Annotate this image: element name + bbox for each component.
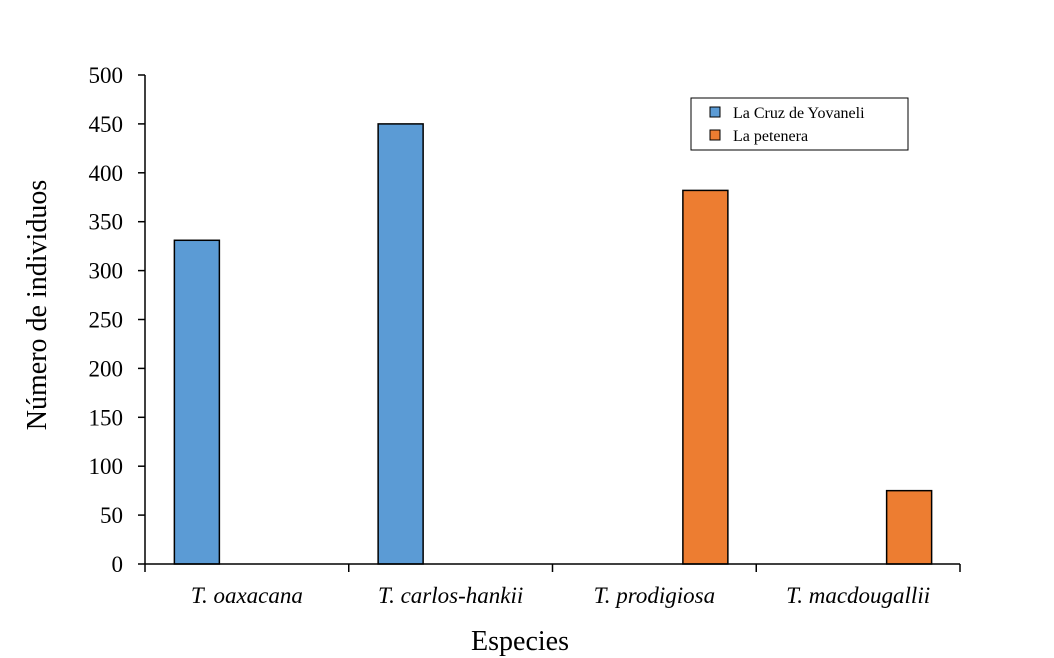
y-tick-label-400: 400 [89,161,124,186]
legend-swatch-la-cruz-de-yovaneli [709,106,721,118]
legend: La Cruz de Yovaneli La petenera [690,97,909,151]
axes-layer [138,74,961,572]
bar-la-cruz-de-yovaneli-t-carlos-hankii [377,123,424,565]
x-tick-label-t-macdougallii: T. macdougallii [786,583,930,608]
y-tick-label-300: 300 [89,259,124,284]
legend-label-la-cruz-de-yovaneli: La Cruz de Yovaneli [733,105,865,122]
x-axis-title: Especies [471,626,569,657]
legend-box [690,97,909,151]
legend-swatch-la-petenera [709,129,721,141]
y-tick-label-0: 0 [112,552,124,577]
y-tick-label-200: 200 [89,356,124,381]
y-tick-label-50: 50 [100,503,123,528]
bar-la-petenera-t-prodigiosa [682,189,729,565]
y-axis-title: Número de individuos [22,180,53,430]
x-tick-label-t-carlos-hankii: T. carlos-hankii [378,583,523,608]
bars-layer [173,123,933,565]
labels-layer: T. oaxacana T. carlos-hankii T. prodigiosa… [89,63,931,608]
legend-label-la-petenera: La petenera [733,128,808,145]
y-tick-label-250: 250 [89,308,124,333]
y-tick-label-350: 350 [89,210,124,235]
x-tick-label-t-oaxacana: T. oaxacana [191,583,303,608]
y-tick-label-100: 100 [89,454,124,479]
y-tick-label-150: 150 [89,405,124,430]
y-tick-label-500: 500 [89,63,124,88]
y-tick-label-450: 450 [89,112,124,137]
x-tick-label-t-prodigiosa: T. prodigiosa [594,583,715,608]
bar-la-petenera-t-macdougallii [885,489,933,565]
bar-la-cruz-de-yovaneli-t-oaxacana [173,239,221,565]
